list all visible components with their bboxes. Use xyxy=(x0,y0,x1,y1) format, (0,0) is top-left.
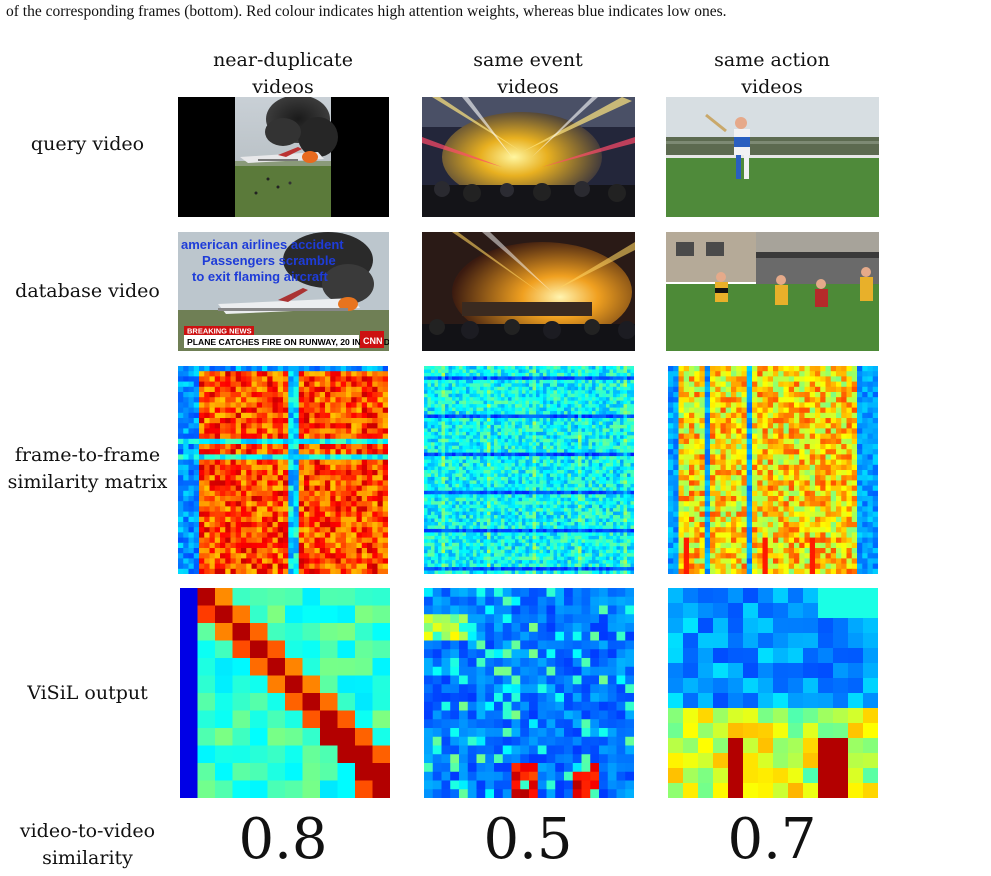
database-frame-news: american airlines accident Passengers sc… xyxy=(178,232,389,351)
row-label-line: similarity matrix xyxy=(7,471,168,493)
column-header-line: videos xyxy=(741,76,803,98)
row-label-query-video: query video xyxy=(30,133,145,155)
row-label-line: video-to-video xyxy=(19,820,156,842)
news-headline: PLANE CATCHES FIRE ON RUNWAY, 20 INJURED xyxy=(187,337,389,347)
caption-line: of the corresponding frames (bottom). Re… xyxy=(6,3,727,20)
row-label-visil-output: ViSiL output xyxy=(27,682,148,704)
visil-output-near-duplicate xyxy=(180,588,390,798)
column-header-same-event: same event videos xyxy=(418,47,638,101)
similarity-matrix-same-action xyxy=(668,366,878,574)
row-label-database-video: database video xyxy=(15,280,160,302)
query-frame-concert xyxy=(422,97,635,217)
query-frame-plane xyxy=(178,97,389,217)
database-frame-hurling xyxy=(666,232,879,351)
similarity-score-same-action: 0.7 xyxy=(727,807,817,872)
row-label-line: frame-to-frame xyxy=(14,444,161,466)
visil-output-same-event xyxy=(424,588,634,798)
column-header-same-action: same action videos xyxy=(662,47,882,101)
row-label-video-similarity: video-to-video similarity xyxy=(0,818,175,872)
news-overlay-line-2: Passengers scramble xyxy=(202,253,336,268)
row-label-line: similarity xyxy=(42,847,133,869)
column-header-line: videos xyxy=(252,76,314,98)
similarity-score-same-event: 0.5 xyxy=(483,807,573,872)
similarity-matrix-near-duplicate xyxy=(178,366,388,574)
column-header-line: videos xyxy=(497,76,559,98)
cnn-logo: CNN xyxy=(363,336,383,346)
column-header-line: same event xyxy=(473,49,583,71)
visil-output-same-action xyxy=(668,588,878,798)
column-header-near-duplicate: near-duplicate videos xyxy=(173,47,393,101)
database-frame-concert xyxy=(422,232,635,351)
similarity-matrix-same-event xyxy=(424,366,634,574)
news-overlay-line-1: american airlines accident xyxy=(181,237,344,252)
similarity-score-near-duplicate: 0.8 xyxy=(238,807,328,872)
breaking-news-label: BREAKING NEWS xyxy=(187,327,252,336)
column-header-line: same action xyxy=(714,49,830,71)
column-header-line: near-duplicate xyxy=(213,49,353,71)
figure-caption: of the corresponding frames (bottom). Re… xyxy=(6,3,986,21)
query-frame-hurling xyxy=(666,97,879,217)
news-overlay-line-3: to exit flaming aircraft xyxy=(192,269,328,284)
row-label-similarity-matrix: frame-to-frame similarity matrix xyxy=(0,442,175,496)
